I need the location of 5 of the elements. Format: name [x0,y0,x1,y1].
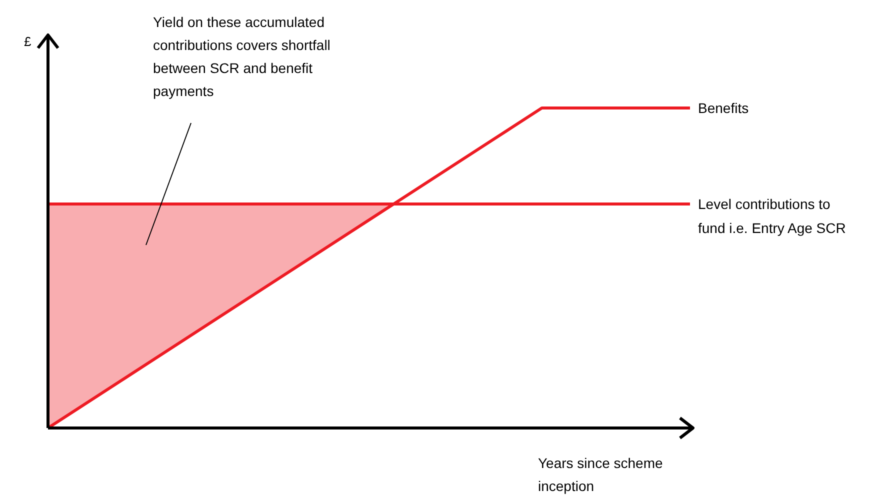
text: Yield on these accumulated contributions covers shortfall between SCR and benefit payments [153,14,330,99]
series-label: Level contributions to fund i.e. Entry Age SCR [698,196,846,236]
y-axis-title: £ [24,34,32,49]
x-axis-title: Years since scheme inception [538,455,663,494]
series-label: Benefits [698,100,749,116]
